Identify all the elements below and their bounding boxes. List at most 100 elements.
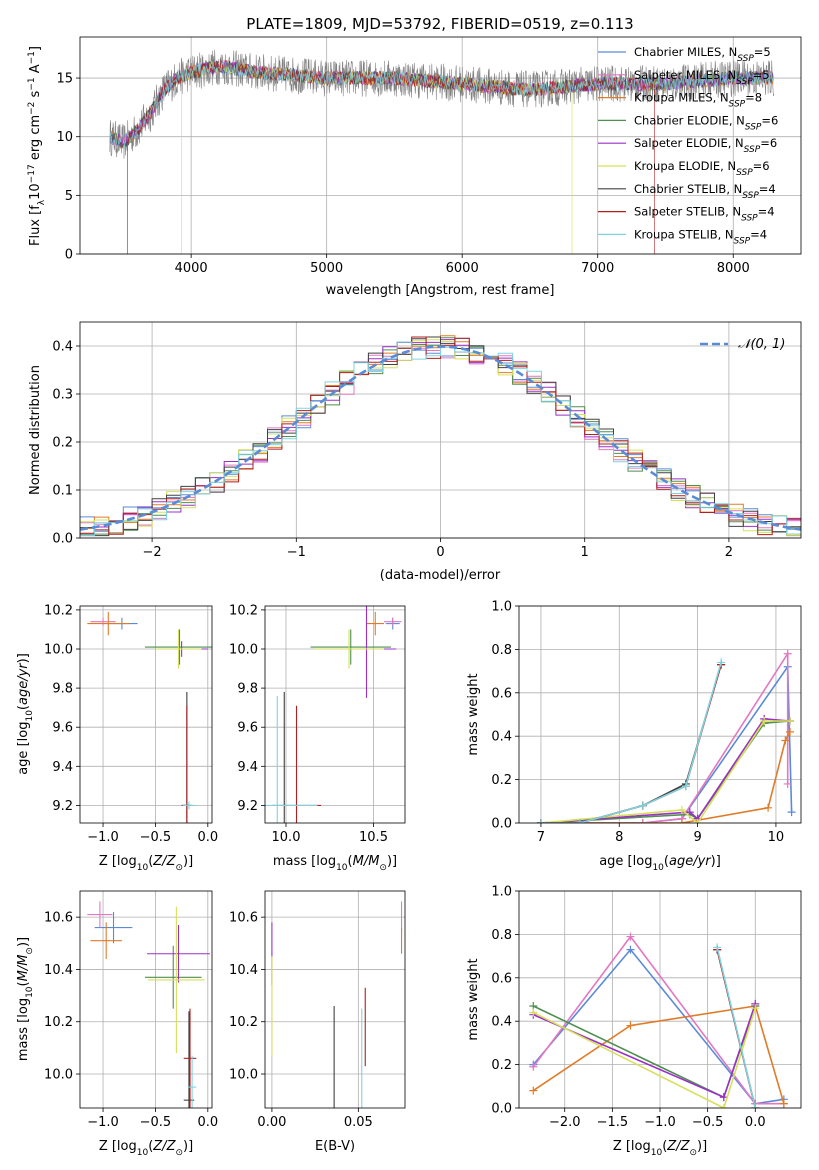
- y-tick-label: 0.0: [491, 1102, 512, 1117]
- mass-weight-point: [719, 1104, 728, 1108]
- x-tick-label: 8000: [717, 261, 750, 276]
- legend: 𝒩(0, 1): [700, 337, 785, 352]
- plot-area: [109, 49, 775, 254]
- mass-weight-line: [532, 1005, 785, 1104]
- x-tick-label: 6000: [446, 261, 479, 276]
- x-tick-label: 10.0: [272, 830, 301, 845]
- x-tick-label: 8: [615, 830, 623, 845]
- y-tick-label: 0.2: [491, 1058, 512, 1073]
- mass-weight-point: [783, 779, 792, 788]
- y-tick-label: 9.6: [52, 721, 73, 736]
- mass-weight-point: [693, 819, 702, 823]
- y-tick-label: 1.0: [491, 600, 512, 615]
- mass-vs-metallicity-panel: −1.0 −0.5 0.0 10.0 10.2 10.4 10.6 Z [log10(Z/Z⊙…: [16, 890, 218, 1158]
- mass-weight-vs-metallicity-panel: −2.0 −1.5 −1.0 −0.5 0.0 0.0 0.2 0.4 0.6 0.8 1.0 Z […: [466, 885, 802, 1158]
- y-tick-label: 10.6: [229, 911, 258, 926]
- x-tick-label: −1.0: [644, 1115, 676, 1130]
- age-vs-metallicity-panel: −1.0 −0.5 0.0 9.2 9.4 9.6 9.8 10.0 10.2 Z [log10(…: [16, 603, 218, 873]
- age-vs-mass-panel: 10.0 10.5 9.2 9.4 9.6 9.8 10.0 10.2 mass [log10(…: [229, 603, 406, 873]
- mass-weight-point: [626, 1021, 635, 1030]
- plot-area: [536, 649, 796, 823]
- x-tick-label: 9: [693, 830, 701, 845]
- x-tick-label: −2: [143, 545, 162, 560]
- x-tick-label: 7000: [581, 261, 614, 276]
- histogram-step-line: [80, 338, 801, 537]
- legend-entry-label: Chabrier STELIB, NSSP=4: [634, 182, 776, 201]
- mass-weight-point: [626, 932, 635, 941]
- x-tick-label: −1.5: [597, 1115, 629, 1130]
- y-tick-label: 10.2: [229, 603, 258, 618]
- x-tick-label: 0: [436, 545, 444, 560]
- mass-weight-point: [717, 658, 726, 667]
- y-tick-label: 0.0: [491, 817, 512, 832]
- mass-weight-line: [540, 664, 793, 823]
- legend-entry-label: Chabrier ELODIE, NSSP=6: [634, 113, 778, 132]
- x-tick-label: 7: [537, 830, 545, 845]
- y-tick-label: 10.4: [44, 963, 73, 978]
- mass-weight-point: [779, 1099, 788, 1108]
- x-tick-label: 10: [768, 830, 785, 845]
- mass-weight-point: [760, 717, 769, 726]
- x-tick-label: 4000: [175, 261, 208, 276]
- histogram-step-line: [80, 337, 801, 537]
- x-tick-label: −2.0: [549, 1115, 581, 1130]
- y-tick-label: 9.8: [52, 682, 73, 697]
- mass-weight-point: [751, 1104, 760, 1108]
- y-tick-label: 9.4: [237, 760, 258, 775]
- mass-weight-line: [540, 731, 791, 823]
- y-tick-label: 0.8: [491, 643, 512, 658]
- y-tick-label: 0.3: [52, 388, 73, 403]
- mass-weight-point: [681, 782, 690, 791]
- y-tick-label: 0.4: [491, 730, 512, 745]
- model-spectrum-line: [109, 59, 774, 149]
- y-tick-label: 10.0: [229, 643, 258, 658]
- legend-entry-label: 𝒩(0, 1): [738, 337, 785, 352]
- mass-weight-point: [783, 649, 792, 658]
- y-tick-label: 0.8: [491, 928, 512, 943]
- y-tick-label: 0.6: [491, 686, 512, 701]
- legend: Chabrier MILES, NSSP=5 Salpeter MILES, NS…: [598, 45, 778, 246]
- x-tick-label: −1.0: [87, 1115, 119, 1130]
- mass-weight-point: [781, 736, 790, 745]
- y-tick-label: 0.2: [491, 773, 512, 788]
- model-spectrum-line: [127, 59, 655, 254]
- x-tick-label: −0.5: [140, 830, 172, 845]
- mass-weight-point: [787, 808, 796, 817]
- mass-weight-point: [536, 819, 545, 823]
- y-tick-label: 5: [65, 189, 73, 204]
- mass-weight-point: [638, 801, 647, 810]
- axes-frame: [264, 605, 406, 824]
- x-tick-label: 0.0: [197, 830, 218, 845]
- x-axis-label: Z [log10(Z/Z⊙)]: [613, 1139, 707, 1158]
- axes-frame: [518, 605, 802, 824]
- y-tick-label: 10: [56, 130, 73, 145]
- grid: [265, 606, 405, 823]
- mass-weight-line: [532, 1003, 757, 1099]
- normal-distribution-curve: [80, 345, 801, 531]
- histogram-step-line: [80, 336, 801, 537]
- y-tick-label: 0.0: [52, 532, 73, 547]
- mass-weight-point: [576, 819, 585, 823]
- mass-weight-point: [638, 819, 647, 823]
- y-axis-label: mass weight: [466, 958, 481, 1040]
- plot-area: [87, 611, 212, 823]
- mass-weight-point: [764, 803, 773, 812]
- y-tick-label: 9.6: [237, 721, 258, 736]
- y-tick-label: 9.4: [52, 760, 73, 775]
- plot-area: [529, 932, 788, 1108]
- histogram-step-line: [80, 335, 801, 537]
- y-axis-label: mass [log10(M/M⊙)]: [16, 937, 35, 1061]
- y-tick-label: 9.2: [52, 799, 73, 814]
- x-axis-label: (data-model)/error: [380, 568, 501, 583]
- plot-area: [80, 335, 801, 537]
- legend-entry-label: Salpeter STELIB, NSSP=4: [634, 205, 775, 224]
- x-tick-label: −1: [287, 545, 306, 560]
- mass-weight-point: [529, 1008, 538, 1017]
- x-tick-label: 0.0: [745, 1115, 766, 1130]
- y-tick-label: 0.1: [52, 484, 73, 499]
- x-tick-label: −0.5: [140, 1115, 172, 1130]
- y-tick-label: 10.4: [229, 963, 258, 978]
- x-tick-label: −1.0: [87, 830, 119, 845]
- mass-vs-reddening-panel: 0.00 0.05 10.0 10.2 10.4 10.6 E(B-V): [229, 890, 406, 1154]
- x-tick-label: 0.00: [257, 1115, 286, 1130]
